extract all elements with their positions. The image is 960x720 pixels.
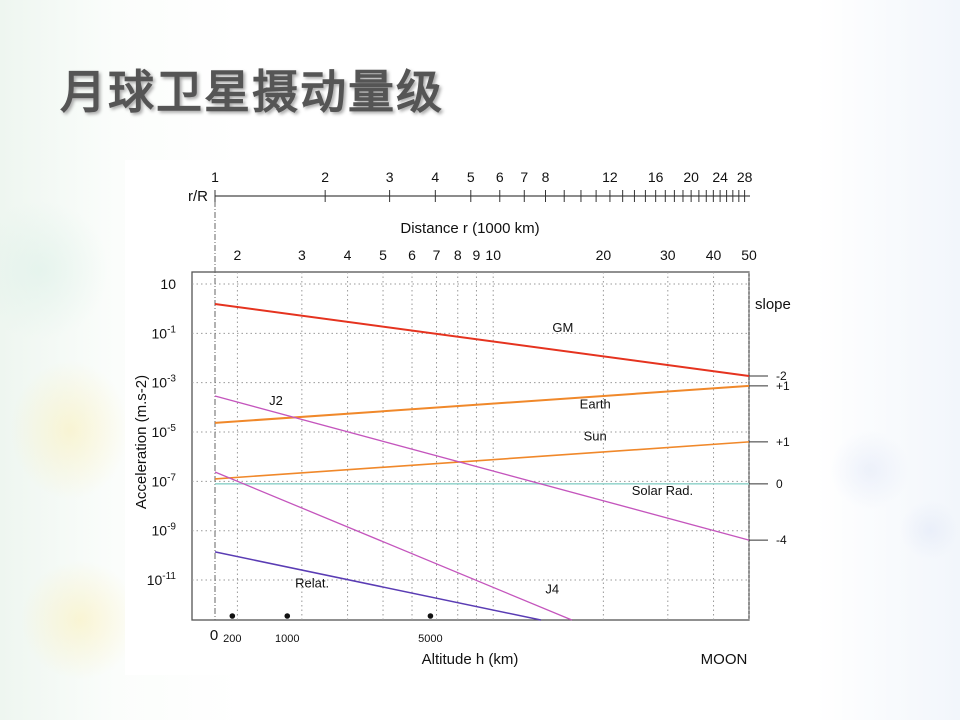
series-line-relat [214,551,542,621]
series-line-j2 [214,395,750,541]
flower-decoration [0,200,110,340]
r-tick-label: 10 [485,247,501,263]
perturbation-chart: 2 3 4 5 6 7 8 9 10 20 30 40 501010-110-310-510-710-9… [133,169,791,668]
slope-value: 0 [776,477,783,491]
r-tick-label: 30 [660,247,676,263]
chart-figure: 2 3 4 5 6 7 8 9 10 20 30 40 50 10 10-1 10-3 10-5 10-7 10-9… [125,160,795,675]
y-tick-label: 10-7 [152,472,177,489]
r-tick-label: 4 [344,247,352,263]
y-tick-label: 10-11 [147,571,177,588]
r-tick-label: 20 [596,247,612,263]
rR-tick-label: 7 [520,169,528,185]
r-tick-label: 50 [741,247,757,263]
altitude-tick-label: 1000 [275,633,299,645]
slope-value: -2 [776,369,787,383]
y-tick-label: 10-5 [152,423,177,440]
rR-tick-label: 5 [467,169,475,185]
y-tick-label: 10 [160,276,176,292]
rR-tick-label: 3 [386,169,394,185]
flower-decoration [20,560,140,680]
r-tick-label: 40 [706,247,722,263]
r-tick-label: 7 [433,247,441,263]
slope-value: -4 [776,533,787,547]
rR-tick-label: 24 [712,169,728,185]
rR-tick-label: 16 [648,169,664,185]
r-tick-label: 3 [298,247,306,263]
slope-header: slope [755,296,791,313]
altitude-marker [427,613,434,619]
x-axis-label: Altitude h (km) [422,651,519,668]
rR-tick-label: 28 [737,169,753,185]
distance-axis-label: Distance r (1000 km) [400,220,539,237]
altitude-tick-label: 0 [210,627,218,644]
slide-title: 月球卫星摄动量级 [60,65,444,119]
altitude-marker [229,613,236,619]
altitude-marker [284,613,291,619]
r-tick-label: 5 [379,247,387,263]
series-label: Sun [584,429,607,444]
series-label: J4 [545,582,559,597]
rR-tick-label: 4 [431,169,439,185]
series-label: Earth [580,397,611,412]
altitude-tick-label: 5000 [418,633,442,645]
rR-tick-label: 8 [542,169,550,185]
altitude-tick-label: 200 [223,633,241,645]
rR-tick-label: 2 [321,169,329,185]
series-label: GM [552,320,573,335]
plot-frame [191,271,750,621]
flower-decoration [830,430,910,510]
rR-tick-label: 1 [211,169,219,185]
rR-tick-label: 12 [602,169,618,185]
r-tick-label: 9 [473,247,481,263]
flower-decoration [10,360,130,500]
r-tick-label: 8 [454,247,462,263]
series-label: Solar Rad. [632,483,693,498]
rR-tick-label: 6 [496,169,504,185]
series-line-sun [214,441,750,480]
slope-value: +1 [776,379,790,393]
rR-tick-label: 20 [683,169,699,185]
flower-decoration [900,500,960,560]
y-axis-label: Acceleration (m.s-2) [133,375,150,509]
y-tick-label: 10-9 [152,522,177,539]
r-tick-label: 6 [408,247,416,263]
slope-value: +1 [776,435,790,449]
rR-axis-label: r/R [188,188,208,205]
moon-label: MOON [701,651,748,668]
r-tick-label: 2 [234,247,242,263]
series-line-gm [214,302,750,378]
series-line-earth [214,384,750,424]
series-label: Relat. [295,575,329,590]
y-tick-label: 10-3 [152,374,177,391]
series-line-j4 [214,471,573,621]
series-label: J2 [269,393,283,408]
y-tick-label: 10-1 [152,324,177,341]
